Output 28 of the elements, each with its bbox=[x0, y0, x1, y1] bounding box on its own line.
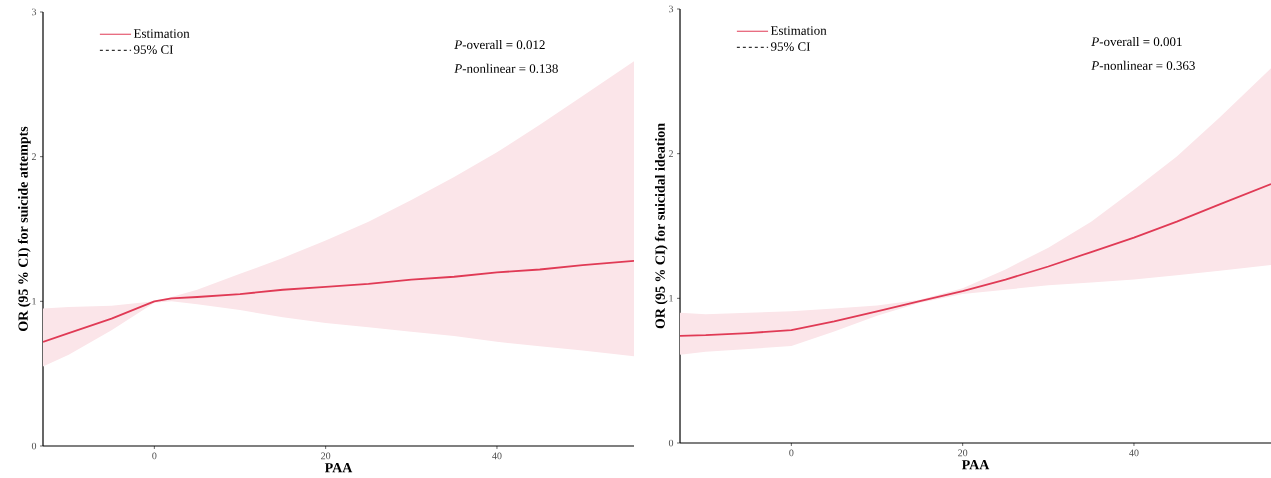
annotation: P-overall = 0.001 bbox=[1091, 36, 1182, 47]
y-axis-title: OR (95 % CI) for suicidal ideation bbox=[654, 123, 668, 329]
x-tick-label: 0 bbox=[152, 452, 157, 460]
x-tick-label: 0 bbox=[789, 449, 794, 457]
annotation: P-overall = 0.012 bbox=[454, 39, 545, 50]
y-tick-label: 2 bbox=[668, 150, 673, 157]
annotation: P-nonlinear = 0.138 bbox=[454, 63, 558, 74]
legend-label: 95% CI bbox=[133, 45, 174, 55]
x-axis-title: PAA bbox=[324, 463, 353, 473]
y-tick-label: 0 bbox=[31, 442, 37, 450]
y-tick-label: 1 bbox=[669, 295, 673, 302]
x-tick-label: 20 bbox=[321, 452, 331, 460]
legend-label: Estimation bbox=[133, 29, 190, 38]
x-tick-label: 40 bbox=[492, 452, 502, 460]
x-tick-label: 40 bbox=[1129, 449, 1139, 457]
y-tick-label: 2 bbox=[31, 153, 36, 160]
y-tick-label: 0 bbox=[668, 439, 674, 447]
y-tick-label: 3 bbox=[669, 5, 674, 13]
line-series bbox=[680, 183, 1271, 337]
annotation: P-nonlinear = 0.363 bbox=[1091, 60, 1195, 71]
x-tick-label: 20 bbox=[958, 449, 968, 457]
y-axis-title: OR (95 % CI) for suicide attempts bbox=[17, 126, 31, 331]
line-series bbox=[43, 259, 634, 343]
y-tick-label: 1 bbox=[32, 298, 36, 305]
legend-label: Estimation bbox=[770, 26, 827, 35]
legend-label: 95% CI bbox=[770, 42, 811, 52]
y-tick-label: 3 bbox=[31, 8, 37, 16]
x-axis-title: PAA bbox=[961, 460, 990, 470]
